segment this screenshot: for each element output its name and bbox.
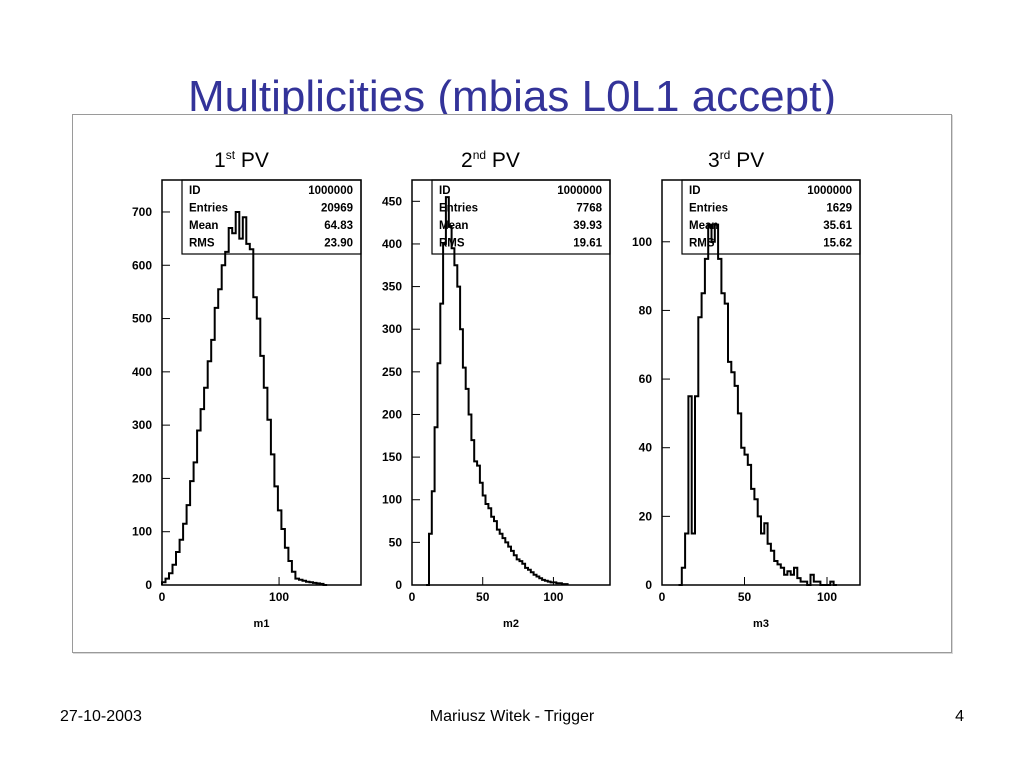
hist1-xtick-label: 100 — [269, 590, 289, 604]
hist1-ytick-label: 200 — [132, 471, 152, 485]
hist1-stats-label: Entries — [189, 203, 228, 215]
hist1-stats-value: 20969 — [321, 203, 353, 215]
hist3-stats-label: Entries — [689, 203, 728, 215]
figure-frame — [72, 114, 952, 653]
hist2-ytick-label: 300 — [382, 322, 402, 336]
hist3-stats-value: 35.61 — [823, 220, 852, 232]
hist2-ytick-label: 450 — [382, 194, 402, 208]
hist2-ytick-label: 50 — [389, 535, 403, 549]
hist2-stats-box — [431, 179, 611, 255]
hist2-ytick-label: 350 — [382, 280, 402, 294]
hist2-xtick-label: 50 — [476, 590, 490, 604]
footer-author: Mariusz Witek - Trigger — [429, 708, 595, 725]
pv-label-1-sup: st — [225, 148, 236, 162]
hist3-ytick-label: 40 — [639, 441, 653, 455]
pv-label-3-sup: rd — [719, 148, 731, 162]
hist2-ytick-label: 250 — [382, 365, 402, 379]
pv-label-1: 1st PV — [214, 148, 269, 173]
hist3-stats-value: 1000000 — [807, 185, 852, 197]
slide-title: Multiplicities (mbias L0L1 accept) — [187, 72, 837, 121]
hist3-xtick-label: 50 — [738, 590, 752, 604]
hist2-stats-label: ID — [439, 185, 451, 197]
hist3-ytick-label: 0 — [645, 578, 652, 592]
hist3-stats-value: 15.62 — [823, 238, 852, 250]
pv-label-3-text: PV — [736, 149, 765, 172]
hist3-xtick-label: 0 — [659, 590, 666, 604]
hist2-xtick-label: 0 — [409, 590, 416, 604]
hist3-stats-label: RMS — [689, 238, 715, 250]
hist2-stats-label: RMS — [439, 238, 465, 250]
hist1-ytick-label: 100 — [132, 525, 152, 539]
pv-label-1-text: PV — [240, 149, 269, 172]
hist3-ytick-label: 20 — [639, 509, 653, 523]
hist1-series-line — [161, 211, 328, 586]
pv-label-2-text: PV — [491, 149, 520, 172]
hist1-stats-value: 1000000 — [308, 185, 353, 197]
hist3-stats-box — [681, 179, 861, 255]
hist1-xlabel: m1 — [254, 618, 270, 630]
hist1-stats-label: ID — [189, 185, 201, 197]
hist3-xtick-label: 100 — [817, 590, 837, 604]
hist3-stats-label: Mean — [689, 220, 718, 232]
hist1-ytick-label: 400 — [132, 365, 152, 379]
hist2-xlabel: m2 — [503, 618, 519, 630]
hist2-stats-value: 39.93 — [573, 220, 602, 232]
hist2-stats-value: 19.61 — [573, 238, 602, 250]
hist2-stats-label: Entries — [439, 203, 478, 215]
pv-label-3: 3rd PV — [708, 148, 764, 173]
hist1-ytick-label: 500 — [132, 312, 152, 326]
footer-date: 27-10-2003 — [60, 708, 142, 725]
hist2-xtick-label: 100 — [543, 590, 563, 604]
hist1-stats-label: RMS — [189, 238, 215, 250]
pv-label-2-num: 2 — [461, 149, 473, 172]
hist3-stats-label: ID — [689, 185, 701, 197]
hist2-ytick-label: 150 — [382, 450, 402, 464]
hist2-ytick-label: 400 — [382, 237, 402, 251]
hist1-stats-label: Mean — [189, 220, 218, 232]
hist1-ytick-label: 600 — [132, 258, 152, 272]
hist3-ytick-label: 100 — [632, 235, 652, 249]
hist2-stats-value: 1000000 — [557, 185, 602, 197]
hist1-xtick-label: 0 — [159, 590, 166, 604]
hist2-ytick-label: 200 — [382, 407, 402, 421]
hist1-stats-value: 23.90 — [324, 238, 353, 250]
pv-label-3-num: 3 — [708, 149, 720, 172]
footer-page-number: 4 — [955, 708, 964, 725]
hist2-series-line — [426, 196, 569, 586]
hist2-ytick-label: 100 — [382, 493, 402, 507]
hist1-ytick-label: 0 — [145, 578, 152, 592]
pv-label-1-num: 1 — [214, 149, 226, 172]
hist1-ytick-label: 300 — [132, 418, 152, 432]
hist2-ytick-label: 0 — [395, 578, 402, 592]
hist3-ytick-label: 60 — [639, 372, 653, 386]
hist3-ytick-label: 80 — [639, 303, 653, 317]
hist3-series-line — [678, 223, 837, 586]
hist3-stats-value: 1629 — [826, 203, 852, 215]
hist3-xlabel: m3 — [753, 618, 769, 630]
pv-label-2-sup: nd — [472, 148, 487, 162]
hist1-stats-value: 64.83 — [324, 220, 353, 232]
hist1-stats-box — [181, 179, 362, 255]
hist2-stats-label: Mean — [439, 220, 468, 232]
hist1-ytick-label: 700 — [132, 205, 152, 219]
pv-label-2: 2nd PV — [461, 148, 520, 173]
hist2-stats-value: 7768 — [576, 203, 602, 215]
